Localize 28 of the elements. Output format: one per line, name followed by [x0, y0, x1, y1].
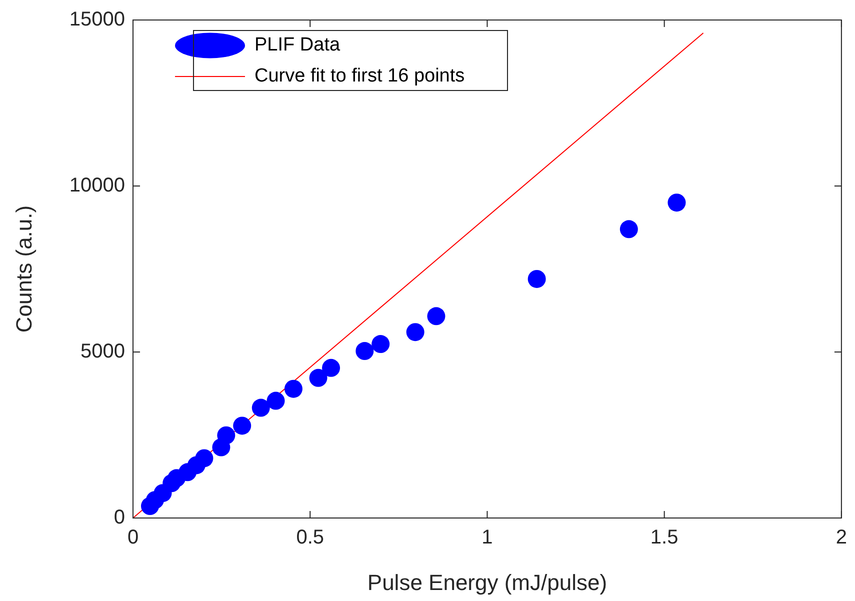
y-axis-title: Counts (a.u.) [11, 205, 36, 333]
point [266, 392, 285, 410]
point [528, 270, 546, 288]
legend-label: Curve fit to first 16 points [254, 66, 465, 87]
x-tick-label: 0 [127, 526, 139, 549]
x-tick-label: 1 [482, 526, 493, 549]
x-tick-label: 0.5 [296, 526, 324, 549]
point [195, 449, 214, 468]
point [620, 220, 638, 238]
point [284, 380, 302, 398]
point [252, 398, 270, 417]
point [668, 194, 686, 212]
point [372, 335, 390, 354]
point [406, 323, 424, 342]
x-axis-title: Pulse Energy (mJ/pulse) [367, 570, 608, 595]
point [309, 368, 328, 387]
point [217, 426, 236, 444]
x-tick-label: 2 [836, 526, 847, 549]
x-tick-label: 1.5 [650, 526, 678, 549]
y-tick-label: 5000 [80, 340, 125, 363]
y-tick-label: 15000 [69, 8, 125, 31]
point [322, 358, 340, 377]
point [356, 342, 374, 360]
legend-label: PLIF Data [254, 34, 340, 56]
point [427, 307, 446, 326]
y-tick-label: 10000 [69, 174, 125, 197]
point [233, 416, 252, 435]
y-tick-label: 0 [114, 506, 125, 529]
